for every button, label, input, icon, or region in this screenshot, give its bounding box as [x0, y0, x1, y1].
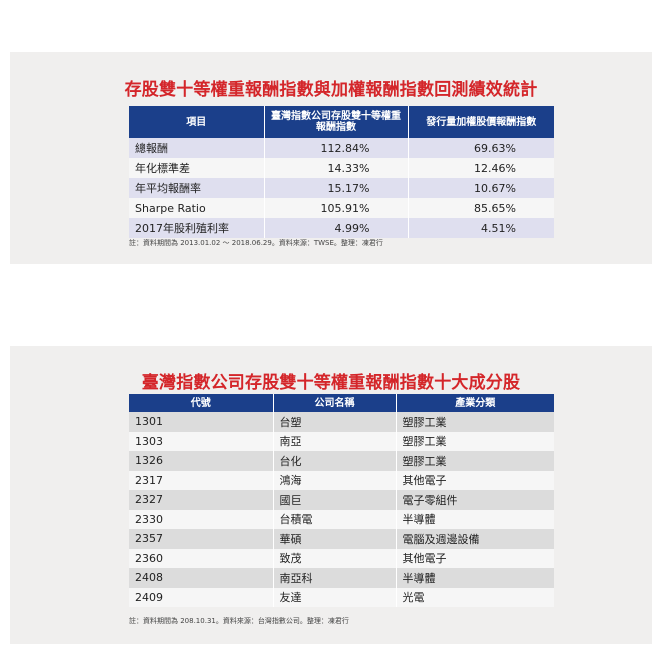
- industry: 其他電子: [396, 548, 554, 568]
- table-row: 總報酬 112.84% 69.63%: [129, 138, 554, 158]
- performance-table-title: 存股雙十等權重報酬指數與加權報酬指數回測績效統計: [124, 80, 538, 100]
- weighted-value: 69.63%: [408, 138, 554, 158]
- equal-weight-value: 4.99%: [264, 218, 409, 238]
- industry: 半導體: [396, 568, 554, 588]
- table-row: 年平均報酬率 15.17% 10.67%: [129, 178, 554, 198]
- weighted-value: 12.46%: [408, 158, 554, 178]
- equal-weight-value: 105.91%: [264, 198, 409, 218]
- table-row: 2409 友達 光電: [129, 587, 554, 607]
- equal-weight-value: 112.84%: [264, 138, 409, 158]
- stock-code: 1303: [129, 431, 274, 451]
- table-row: 2017年股利殖利率 4.99% 4.51%: [129, 218, 554, 238]
- column-header-equal-weight-index: 臺灣指數公司存股雙十等權重報酬指數: [264, 106, 409, 138]
- company-name: 鴻海: [273, 470, 397, 490]
- stock-code: 2409: [129, 587, 274, 607]
- weighted-value: 4.51%: [408, 218, 554, 238]
- source-note: 註：資料期間為 2013.01.02 ～ 2018.06.29。資料來源：TWS…: [129, 239, 383, 247]
- column-header-code: 代號: [129, 394, 274, 412]
- company-name: 致茂: [273, 548, 397, 568]
- equal-weight-value: 15.17%: [264, 178, 409, 198]
- table-row: 2360 致茂 其他電子: [129, 548, 554, 568]
- stock-code: 2360: [129, 548, 274, 568]
- stock-code: 2357: [129, 529, 274, 549]
- stock-code: 2330: [129, 509, 274, 529]
- performance-stats-table: 項目 臺灣指數公司存股雙十等權重報酬指數 發行量加權股價報酬指數 總報酬 112…: [129, 106, 554, 238]
- stock-code: 2408: [129, 568, 274, 588]
- equal-weight-value: 14.33%: [264, 158, 409, 178]
- stock-code: 2317: [129, 470, 274, 490]
- company-name: 國巨: [273, 490, 397, 510]
- industry: 半導體: [396, 509, 554, 529]
- table-row: Sharpe Ratio 105.91% 85.65%: [129, 198, 554, 218]
- industry: 其他電子: [396, 470, 554, 490]
- industry: 塑膠工業: [396, 431, 554, 451]
- top-ten-holdings-table: 代號 公司名稱 產業分類 1301 台塑 塑膠工業 1303 南亞 塑膠工業 1…: [129, 394, 554, 607]
- table-row: 年化標準差 14.33% 12.46%: [129, 158, 554, 178]
- column-header-item: 項目: [129, 106, 265, 138]
- table-row: 2317 鴻海 其他電子: [129, 470, 554, 490]
- table-row: 2327 國巨 電子零組件: [129, 490, 554, 510]
- stock-code: 1301: [129, 412, 274, 432]
- company-name: 南亞科: [273, 568, 397, 588]
- column-header-industry: 產業分類: [396, 394, 554, 412]
- source-note: 註：資料期間為 208.10.31。資料來源：台灣指數公司。整理：凍君行: [129, 617, 349, 625]
- industry: 塑膠工業: [396, 451, 554, 471]
- table-header-row: 代號 公司名稱 產業分類: [129, 394, 554, 412]
- top-ten-holdings-panel: 臺灣指數公司存股雙十等權重報酬指數十大成分股 代號 公司名稱 產業分類 1301…: [10, 346, 652, 644]
- company-name: 南亞: [273, 431, 397, 451]
- company-name: 台塑: [273, 412, 397, 432]
- table-row: 2357 華碩 電腦及週邊設備: [129, 529, 554, 549]
- weighted-value: 10.67%: [408, 178, 554, 198]
- company-name: 華碩: [273, 529, 397, 549]
- column-header-company: 公司名稱: [273, 394, 397, 412]
- table-row: 1326 台化 塑膠工業: [129, 451, 554, 471]
- row-label: 年化標準差: [129, 158, 265, 178]
- table-row: 2408 南亞科 半導體: [129, 568, 554, 588]
- stock-code: 1326: [129, 451, 274, 471]
- stock-code: 2327: [129, 490, 274, 510]
- table-row: 1301 台塑 塑膠工業: [129, 412, 554, 432]
- holdings-table-title: 臺灣指數公司存股雙十等權重報酬指數十大成分股: [141, 373, 521, 393]
- row-label: 總報酬: [129, 138, 265, 158]
- column-header-weighted-index: 發行量加權股價報酬指數: [408, 106, 554, 138]
- industry: 電子零組件: [396, 490, 554, 510]
- table-row: 1303 南亞 塑膠工業: [129, 431, 554, 451]
- company-name: 台積電: [273, 509, 397, 529]
- industry: 塑膠工業: [396, 412, 554, 432]
- row-label: 年平均報酬率: [129, 178, 265, 198]
- performance-stats-panel: 存股雙十等權重報酬指數與加權報酬指數回測績效統計 項目 臺灣指數公司存股雙十等權…: [10, 52, 652, 264]
- industry: 光電: [396, 587, 554, 607]
- row-label: Sharpe Ratio: [129, 198, 265, 218]
- company-name: 友達: [273, 587, 397, 607]
- table-row: 2330 台積電 半導體: [129, 509, 554, 529]
- weighted-value: 85.65%: [408, 198, 554, 218]
- company-name: 台化: [273, 451, 397, 471]
- industry: 電腦及週邊設備: [396, 529, 554, 549]
- table-header-row: 項目 臺灣指數公司存股雙十等權重報酬指數 發行量加權股價報酬指數: [129, 106, 554, 138]
- row-label: 2017年股利殖利率: [129, 218, 265, 238]
